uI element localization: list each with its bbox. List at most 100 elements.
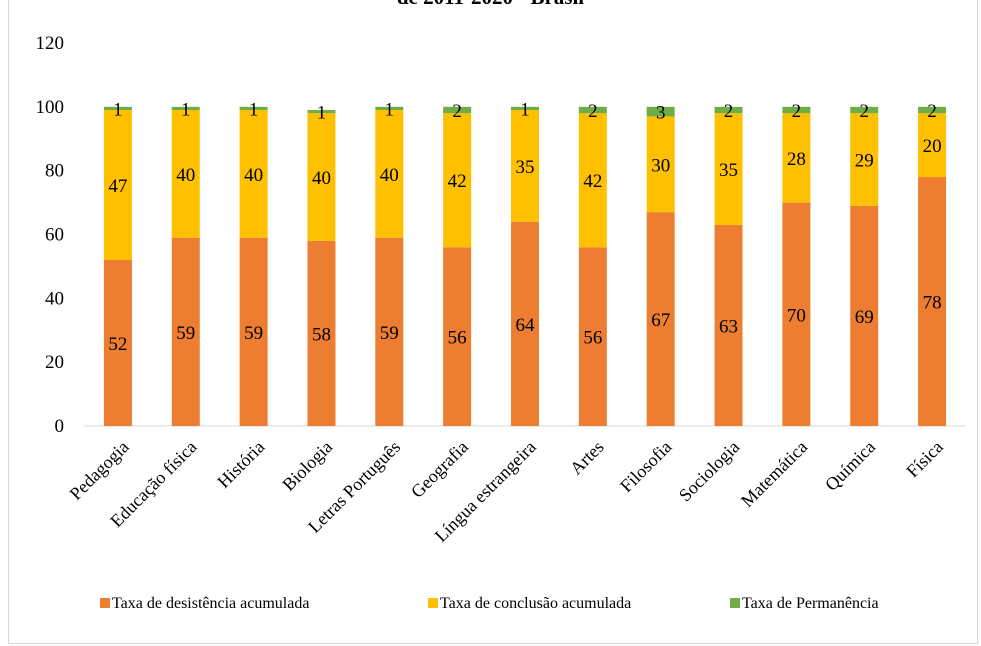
bar-segment-desistencia: [918, 177, 947, 426]
bar-segment-desistencia: [307, 240, 336, 426]
data-label: 56: [448, 328, 467, 349]
x-category-label: Filosofia: [616, 437, 675, 496]
bar-segment-conclusao: [103, 110, 132, 261]
data-label: 2: [588, 101, 598, 122]
chart-title: de 2011-2020 - Brasil: [0, 0, 981, 10]
data-label: 2: [724, 101, 734, 122]
x-category-label: Química: [821, 437, 879, 495]
bar-segment-permanencia: [307, 110, 336, 114]
bar-segment-desistencia: [103, 260, 132, 426]
bar-segment-desistencia: [646, 212, 675, 426]
bar-segment-conclusao: [239, 110, 268, 238]
bar-segment-conclusao: [171, 110, 200, 238]
data-label: 58: [312, 324, 331, 345]
bar-segment-conclusao: [850, 113, 879, 206]
data-label: 1: [520, 99, 530, 120]
bar-segment-permanencia: [239, 106, 268, 111]
data-label: 56: [583, 328, 602, 349]
data-label: 40: [176, 165, 195, 186]
x-category-label: Geografia: [407, 437, 472, 502]
y-tick-label: 100: [36, 97, 65, 118]
data-label: 35: [719, 160, 738, 181]
x-category-label: Sociologia: [675, 437, 744, 506]
y-tick-label: 80: [45, 161, 64, 182]
bar-segment-conclusao: [443, 113, 472, 248]
data-label: 3: [656, 103, 666, 124]
data-label: 59: [176, 323, 195, 344]
bar-segment-desistencia: [714, 224, 743, 426]
data-label: 1: [113, 99, 123, 120]
x-category-label: Matemática: [737, 437, 811, 511]
bar-segment-desistencia: [782, 202, 811, 426]
bar-segment-permanencia: [375, 106, 404, 111]
bar-segment-desistencia: [511, 221, 539, 426]
bar-segment-conclusao: [782, 113, 811, 203]
data-label: 63: [719, 316, 738, 337]
bar-segment-permanencia: [850, 106, 879, 114]
data-label: 1: [385, 99, 395, 120]
data-label: 69: [855, 307, 874, 328]
chart-frame: [8, 0, 978, 644]
bar-segment-permanencia: [103, 106, 132, 111]
data-label: 47: [108, 176, 127, 197]
x-category-label: Biologia: [278, 437, 336, 495]
bar-segment-desistencia: [171, 237, 200, 426]
bar-segment-desistencia: [443, 247, 472, 426]
bar-segment-permanencia: [443, 106, 472, 114]
data-label: 67: [651, 310, 670, 331]
legend-swatch: [100, 598, 110, 608]
data-label: 52: [108, 334, 127, 355]
data-label: 2: [792, 101, 802, 122]
bar-segment-desistencia: [239, 237, 268, 426]
data-label: 42: [448, 171, 467, 192]
data-label: 42: [583, 171, 602, 192]
data-label: 35: [516, 157, 535, 178]
data-label: 2: [859, 101, 869, 122]
data-label: 1: [181, 99, 191, 120]
data-label: 78: [923, 293, 942, 314]
data-label: 2: [927, 101, 937, 122]
y-tick-label: 120: [36, 33, 65, 54]
x-category-label: História: [213, 437, 268, 492]
bar-segment-permanencia: [171, 106, 200, 111]
x-category-label: Física: [902, 437, 947, 482]
data-label: 59: [244, 323, 263, 344]
legend-swatch: [730, 598, 740, 608]
data-label: 64: [516, 315, 536, 336]
data-label: 70: [787, 305, 806, 326]
data-label: 20: [923, 136, 942, 157]
bar-segment-conclusao: [511, 110, 539, 222]
bar-segment-permanencia: [578, 106, 607, 114]
bar-segment-desistencia: [578, 247, 607, 426]
data-label: 2: [452, 101, 462, 122]
data-label: 29: [855, 150, 874, 171]
data-label: 59: [380, 323, 399, 344]
bar-segment-permanencia: [918, 106, 947, 114]
data-label: 30: [651, 155, 670, 176]
bar-segment-permanencia: [511, 106, 539, 111]
x-category-label: Artes: [566, 437, 608, 479]
y-tick-label: 0: [55, 416, 65, 437]
data-label: 40: [312, 168, 331, 189]
data-label: 1: [317, 103, 327, 124]
bar-segment-conclusao: [375, 110, 404, 238]
bar-segment-desistencia: [850, 205, 879, 426]
bar-segment-permanencia: [714, 106, 743, 114]
x-category-label: Pedagogia: [66, 437, 133, 504]
bar-segment-conclusao: [714, 113, 743, 225]
y-tick-label: 40: [45, 288, 64, 309]
legend-swatch: [428, 598, 438, 608]
y-tick-label: 60: [45, 225, 64, 246]
y-tick-label: 20: [45, 352, 64, 373]
bar-segment-permanencia: [646, 106, 675, 117]
bar-segment-desistencia: [375, 237, 404, 426]
bar-segment-permanencia: [782, 106, 811, 114]
data-label: 40: [380, 165, 399, 186]
data-label: 40: [244, 165, 263, 186]
legend-label: Taxa de desistência acumulada: [112, 595, 309, 612]
bar-segment-conclusao: [307, 113, 336, 241]
data-label: 28: [787, 149, 806, 170]
legend-label: Taxa de conclusão acumulada: [440, 595, 631, 612]
legend-label: Taxa de Permanência: [742, 595, 879, 612]
